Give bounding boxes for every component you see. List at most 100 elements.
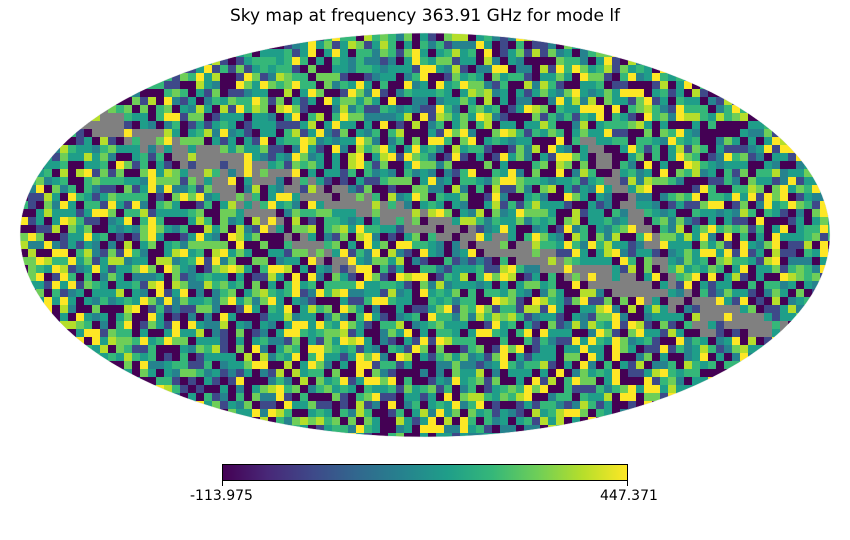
map-pixel (740, 297, 749, 306)
map-pixel (116, 249, 125, 258)
map-pixel (124, 209, 133, 218)
map-pixel (644, 225, 653, 234)
map-pixel (412, 377, 421, 386)
map-pixel (68, 145, 77, 154)
map-pixel (132, 137, 141, 146)
map-pixel (804, 233, 813, 242)
map-pixel (660, 193, 669, 202)
map-pixel (324, 153, 333, 162)
map-pixel (428, 89, 437, 98)
map-pixel (292, 345, 301, 354)
map-pixel (396, 281, 405, 290)
map-pixel (452, 153, 461, 162)
map-pixel (692, 121, 701, 130)
map-pixel (60, 153, 69, 162)
map-pixel (788, 145, 797, 154)
map-pixel (236, 305, 245, 314)
map-pixel (172, 329, 181, 338)
map-pixel (460, 105, 469, 114)
map-pixel (620, 313, 629, 322)
map-pixel (124, 113, 133, 122)
map-pixel (244, 329, 253, 338)
map-pixel (644, 121, 653, 130)
map-pixel (668, 105, 677, 114)
map-pixel (660, 217, 669, 226)
map-pixel (444, 433, 453, 437)
map-pixel (372, 297, 381, 306)
map-pixel (620, 345, 629, 354)
map-pixel (604, 169, 613, 178)
map-pixel (148, 257, 157, 266)
map-pixel (204, 401, 213, 410)
map-pixel (532, 145, 541, 154)
map-pixel (324, 257, 333, 266)
map-pixel (716, 185, 725, 194)
map-pixel (396, 153, 405, 162)
map-pixel (452, 241, 461, 250)
map-pixel (220, 65, 229, 74)
map-pixel (244, 297, 253, 306)
map-pixel (692, 257, 701, 266)
map-pixel (628, 89, 637, 98)
map-pixel (244, 217, 253, 226)
map-pixel (636, 225, 645, 234)
map-pixel (580, 185, 589, 194)
map-pixel (748, 105, 757, 114)
map-pixel (372, 65, 381, 74)
map-pixel (508, 89, 517, 98)
map-pixel (340, 369, 349, 378)
map-pixel (476, 73, 485, 82)
map-pixel (252, 385, 261, 394)
map-pixel (532, 65, 541, 74)
map-pixel (284, 361, 293, 370)
map-pixel (812, 257, 821, 266)
map-pixel (740, 305, 749, 314)
map-pixel (420, 425, 429, 434)
map-pixel (172, 225, 181, 234)
map-pixel (724, 209, 733, 218)
map-pixel (452, 345, 461, 354)
map-pixel (588, 137, 597, 146)
map-pixel (556, 201, 565, 210)
map-pixel (628, 369, 637, 378)
map-pixel (84, 321, 93, 330)
map-pixel (428, 113, 437, 122)
map-pixel (508, 73, 517, 82)
map-pixel (20, 281, 29, 290)
map-pixel (636, 217, 645, 226)
map-pixel (44, 161, 53, 170)
map-pixel (252, 97, 261, 106)
map-pixel (156, 161, 165, 170)
map-pixel (636, 281, 645, 290)
map-pixel (28, 169, 37, 178)
map-pixel (404, 297, 413, 306)
map-pixel (332, 153, 341, 162)
map-pixel (276, 73, 285, 82)
map-pixel (548, 193, 557, 202)
map-pixel (196, 65, 205, 74)
map-pixel (372, 49, 381, 58)
map-pixel (236, 201, 245, 210)
map-pixel (500, 145, 509, 154)
map-pixel (332, 81, 341, 90)
map-pixel (140, 345, 149, 354)
map-pixel (316, 145, 325, 154)
map-pixel (260, 201, 269, 210)
map-pixel (452, 105, 461, 114)
map-pixel (92, 145, 101, 154)
map-pixel (276, 145, 285, 154)
map-pixel (196, 377, 205, 386)
map-pixel (764, 161, 773, 170)
map-pixel (604, 65, 613, 74)
map-pixel (636, 201, 645, 210)
map-pixel (596, 169, 605, 178)
map-pixel (212, 281, 221, 290)
map-pixel (188, 73, 197, 82)
map-pixel (396, 321, 405, 330)
map-pixel (36, 257, 45, 266)
map-pixel (348, 209, 357, 218)
map-pixel (52, 249, 61, 258)
map-pixel (596, 249, 605, 258)
map-pixel (236, 65, 245, 74)
map-pixel (684, 161, 693, 170)
